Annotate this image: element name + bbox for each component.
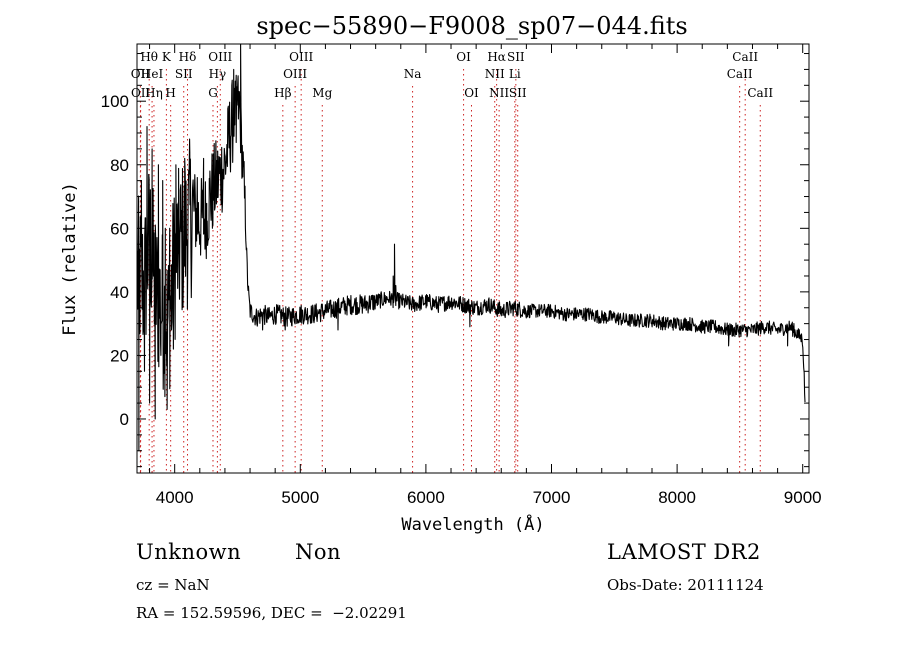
line-label: SII [175, 67, 193, 81]
line-label: NII [485, 67, 505, 81]
y-tick-label: 80 [110, 156, 129, 175]
line-label: OI [464, 86, 479, 100]
line-label: Hθ [140, 50, 158, 64]
x-tick-label: 5000 [281, 488, 319, 507]
line-label: Hδ [179, 50, 197, 64]
line-label: CaII [747, 86, 773, 100]
object-class: Unknown [136, 540, 242, 564]
line-label: OIII [283, 67, 307, 81]
coordinates: RA = 152.59596, DEC = −2.02291 [136, 604, 407, 622]
y-tick-label: 60 [110, 219, 129, 238]
y-tick-label: 40 [110, 283, 129, 302]
spectrum-series [136, 43, 806, 452]
redshift-cz: cz = NaN [136, 576, 210, 594]
chart-title: spec−55890−F9008_sp07−044.fits [256, 12, 687, 40]
line-label: Hγ [209, 67, 227, 81]
line-label: CaII [727, 67, 753, 81]
spectrum-line [136, 43, 806, 452]
line-label: H [165, 86, 175, 100]
line-label: Na [404, 67, 422, 81]
x-tick-label: 4000 [156, 488, 194, 507]
y-tick-label: 100 [101, 92, 129, 111]
plot-frame [136, 43, 810, 474]
line-label: OII [131, 67, 151, 81]
object-subclass: Non [295, 540, 342, 564]
line-label: K [162, 50, 172, 64]
survey-name: LAMOST DR2 [607, 540, 761, 564]
line-label: SII [507, 50, 525, 64]
line-label: Mg [312, 86, 332, 100]
line-label: HeI [141, 67, 164, 81]
line-label: SII [509, 86, 527, 100]
x-tick-label: 7000 [533, 488, 571, 507]
line-label: Hη [145, 86, 163, 100]
y-tick-label: 20 [110, 346, 129, 365]
line-label: NII [489, 86, 509, 100]
x-tick-label: 9000 [784, 488, 822, 507]
line-label: OI [456, 50, 471, 64]
line-label: Li [509, 67, 521, 81]
x-axis-label: Wavelength (Å) [401, 513, 544, 535]
line-label: OIII [208, 50, 232, 64]
y-tick-label: 0 [120, 410, 129, 429]
x-tick-label: 8000 [658, 488, 696, 507]
line-label: G [208, 86, 218, 100]
axes: 4000 5000 6000 7000 8000 9000 0 20 40 60 80 100 [101, 44, 822, 507]
line-label: OIII [289, 50, 313, 64]
line-label: Hβ [274, 86, 291, 100]
line-label: Hα [487, 50, 506, 64]
line-label: OII [131, 86, 151, 100]
x-tick-label: 6000 [407, 488, 445, 507]
y-axis-label: Flux (relative) [60, 182, 80, 336]
observation-date: Obs-Date: 20111124 [607, 576, 764, 594]
line-label: CaII [732, 50, 758, 64]
